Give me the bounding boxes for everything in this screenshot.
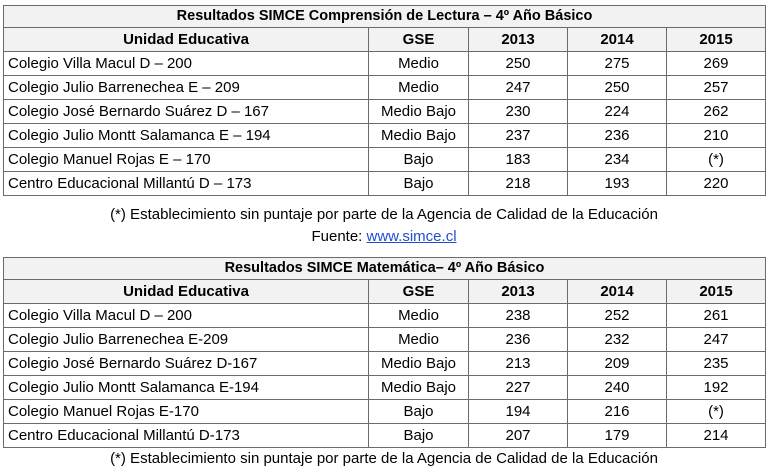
math-table-title: Resultados SIMCE Matemática– 4º Año Bási… [3,257,766,280]
header-2015: 2015 [666,279,766,304]
score-2013-cell: 238 [468,303,568,328]
score-2014-cell: 193 [567,171,667,196]
gse-cell: Medio [368,75,469,100]
score-2013-cell: 250 [468,51,568,76]
score-2014-cell: 224 [567,99,667,124]
reading-results-table: Resultados SIMCE Comprensión de Lectura … [3,5,766,196]
table-row: Centro Educacional Millantú D-173 Bajo 2… [3,423,766,448]
school-name-cell: Colegio Julio Montt Salamanca E – 194 [3,123,369,148]
score-2015-cell: 210 [666,123,766,148]
table-row: Colegio Manuel Rojas E-170 Bajo 194 216 … [3,399,766,424]
source-link[interactable]: www.simce.cl [366,228,457,245]
math-footnote: (*) Establecimiento sin puntaje por part… [110,450,658,467]
gse-cell: Bajo [368,399,469,424]
reading-table-title: Resultados SIMCE Comprensión de Lectura … [3,5,766,28]
reading-footnote: (*) Establecimiento sin puntaje por part… [110,206,658,223]
score-2015-cell: 257 [666,75,766,100]
gse-cell: Medio [368,51,469,76]
score-2015-cell: 220 [666,171,766,196]
table-row: Colegio Manuel Rojas E – 170 Bajo 183 23… [3,147,766,172]
gse-cell: Medio Bajo [368,375,469,400]
score-2015-cell: 262 [666,99,766,124]
source-label: Fuente: [311,228,367,245]
score-2013-cell: 230 [468,99,568,124]
header-2014: 2014 [567,27,667,52]
score-2014-cell: 236 [567,123,667,148]
school-name-cell: Colegio José Bernardo Suárez D – 167 [3,99,369,124]
score-2013-cell: 207 [468,423,568,448]
gse-cell: Medio [368,327,469,352]
gse-cell: Medio Bajo [368,99,469,124]
header-2013: 2013 [468,27,568,52]
gse-cell: Medio Bajo [368,123,469,148]
score-2015-cell: 261 [666,303,766,328]
math-results-table: Resultados SIMCE Matemática– 4º Año Bási… [3,257,766,448]
school-name-cell: Colegio Julio Montt Salamanca E-194 [3,375,369,400]
score-2015-cell: 214 [666,423,766,448]
score-2013-cell: 218 [468,171,568,196]
score-2014-cell: 252 [567,303,667,328]
table-row: Colegio Villa Macul D – 200 Medio 238 25… [3,303,766,328]
school-name-cell: Colegio Manuel Rojas E – 170 [3,147,369,172]
header-unidad-educativa: Unidad Educativa [3,27,369,52]
gse-cell: Bajo [368,171,469,196]
score-2013-cell: 236 [468,327,568,352]
school-name-cell: Colegio Villa Macul D – 200 [3,51,369,76]
score-2014-cell: 232 [567,327,667,352]
school-name-cell: Colegio Manuel Rojas E-170 [3,399,369,424]
header-2013: 2013 [468,279,568,304]
table-title-row: Resultados SIMCE Comprensión de Lectura … [3,5,766,28]
score-2014-cell: 240 [567,375,667,400]
table-row: Colegio José Bernardo Suárez D – 167 Med… [3,99,766,124]
gse-cell: Bajo [368,423,469,448]
school-name-cell: Centro Educacional Millantú D – 173 [3,171,369,196]
table-row: Colegio Julio Barrenechea E-209 Medio 23… [3,327,766,352]
score-2015-cell: 192 [666,375,766,400]
gse-cell: Medio Bajo [368,351,469,376]
header-gse: GSE [368,27,469,52]
gse-cell: Medio [368,303,469,328]
score-2014-cell: 250 [567,75,667,100]
header-unidad-educativa: Unidad Educativa [3,279,369,304]
score-2015-cell: 269 [666,51,766,76]
score-2013-cell: 227 [468,375,568,400]
school-name-cell: Colegio Julio Barrenechea E – 209 [3,75,369,100]
school-name-cell: Colegio Julio Barrenechea E-209 [3,327,369,352]
score-2013-cell: 213 [468,351,568,376]
header-2014: 2014 [567,279,667,304]
math-table-body: Resultados SIMCE Matemática– 4º Año Bási… [3,257,766,448]
table-header-row: Unidad Educativa GSE 2013 2014 2015 [3,27,766,52]
school-name-cell: Centro Educacional Millantú D-173 [3,423,369,448]
score-2015-cell: 235 [666,351,766,376]
gse-cell: Bajo [368,147,469,172]
table-row: Centro Educacional Millantú D – 173 Bajo… [3,171,766,196]
score-2014-cell: 209 [567,351,667,376]
school-name-cell: Colegio José Bernardo Suárez D-167 [3,351,369,376]
score-2014-cell: 234 [567,147,667,172]
score-2014-cell: 179 [567,423,667,448]
header-2015: 2015 [666,27,766,52]
table-row: Colegio Julio Barrenechea E – 209 Medio … [3,75,766,100]
table-title-row: Resultados SIMCE Matemática– 4º Año Bási… [3,257,766,280]
score-2015-cell: 247 [666,327,766,352]
score-2015-cell: (*) [666,399,766,424]
score-2014-cell: 275 [567,51,667,76]
table-row: Colegio José Bernardo Suárez D-167 Medio… [3,351,766,376]
score-2015-cell: (*) [666,147,766,172]
score-2014-cell: 216 [567,399,667,424]
score-2013-cell: 194 [468,399,568,424]
source-line: Fuente: www.simce.cl [0,228,768,246]
score-2013-cell: 237 [468,123,568,148]
header-gse: GSE [368,279,469,304]
score-2013-cell: 247 [468,75,568,100]
table-row: Colegio Julio Montt Salamanca E-194 Medi… [3,375,766,400]
reading-table-body: Resultados SIMCE Comprensión de Lectura … [3,5,766,196]
score-2013-cell: 183 [468,147,568,172]
table-row: Colegio Julio Montt Salamanca E – 194 Me… [3,123,766,148]
table-row: Colegio Villa Macul D – 200 Medio 250 27… [3,51,766,76]
school-name-cell: Colegio Villa Macul D – 200 [3,303,369,328]
table-header-row: Unidad Educativa GSE 2013 2014 2015 [3,279,766,304]
